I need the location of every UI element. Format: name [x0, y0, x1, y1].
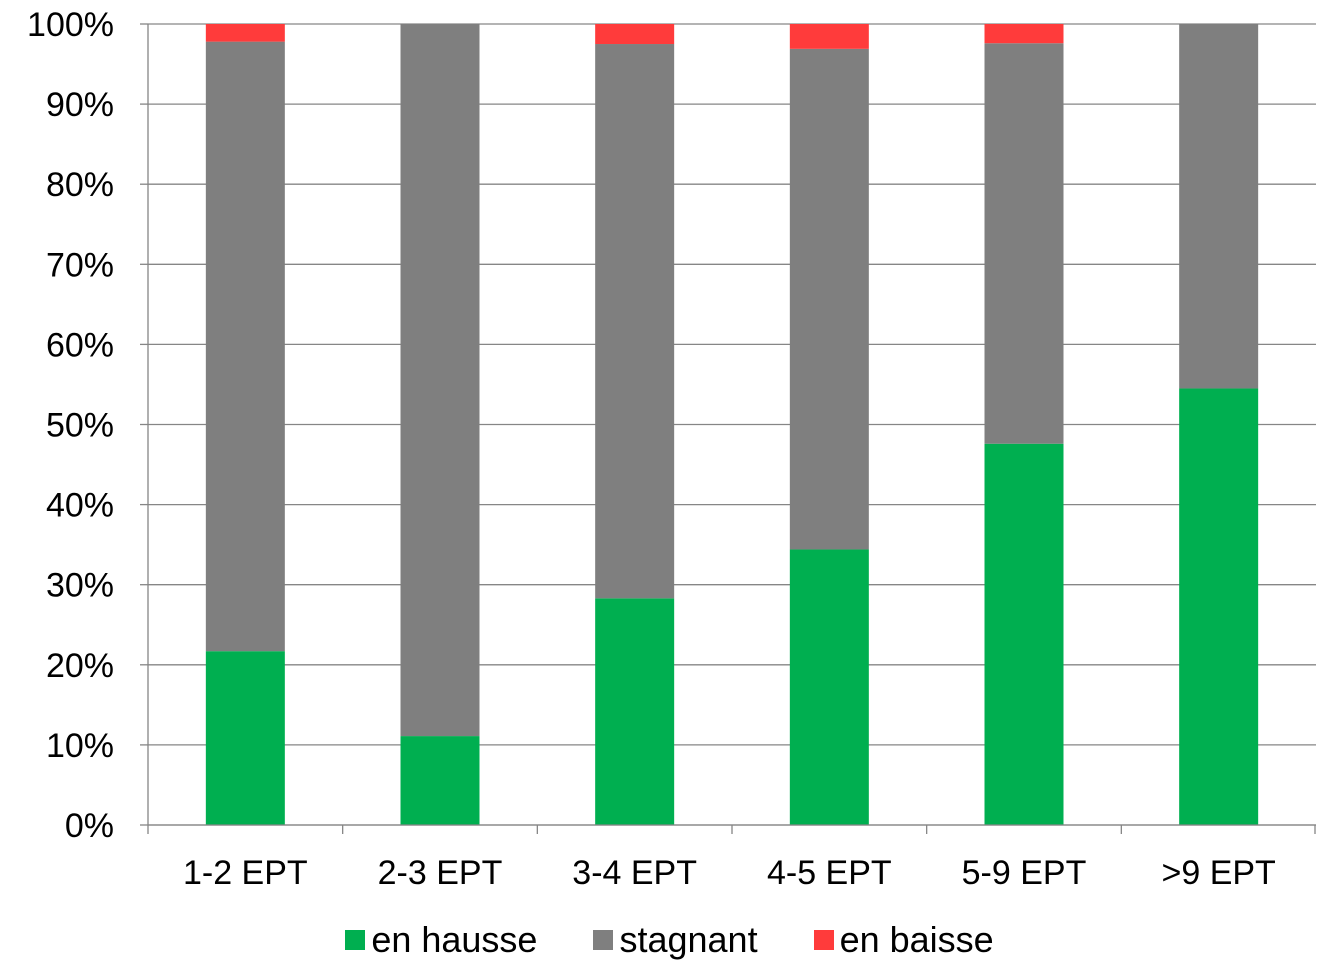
y-tick-label: 30%: [46, 567, 114, 605]
bar-segment: [789, 24, 869, 49]
bar-segment: [595, 44, 675, 599]
legend-item: en hausse: [345, 919, 537, 961]
y-tick-label: 40%: [46, 487, 114, 525]
axes: [140, 23, 1316, 834]
x-axis-tick-labels: 1-2 EPT 2-3 EPT 3-4 EPT 4-5 EPT 5-9 EPT >9 EP…: [183, 854, 1276, 892]
legend-label: en baisse: [839, 919, 994, 960]
bar-segment: [595, 24, 675, 45]
legend-item: stagnant: [593, 919, 758, 961]
bar-segment: [789, 549, 869, 825]
bar-segment: [205, 651, 285, 825]
legend-swatch: [593, 930, 614, 950]
y-tick-label: 60%: [46, 326, 114, 364]
bar-segment: [400, 736, 480, 825]
x-tick-label: >9 EPT: [1161, 854, 1275, 892]
stacked-bar-chart: 0% 10% 20% 30% 40% 50% 60% 70% 80% 90% 100% 1-2 EP…: [27, 6, 1316, 892]
bar-segment: [205, 24, 285, 42]
bar-segment: [205, 41, 285, 652]
legend-swatch: [813, 930, 834, 950]
gridlines: [148, 23, 1316, 826]
y-tick-label: 80%: [46, 166, 114, 204]
bar-segment: [595, 598, 675, 825]
bar-segment: [1179, 388, 1259, 825]
legend-swatch: [345, 930, 366, 950]
x-tick-label: 5-9 EPT: [962, 854, 1087, 892]
y-tick-label: 100%: [27, 6, 114, 44]
bar-segment: [984, 24, 1064, 44]
y-tick-label: 10%: [46, 727, 114, 765]
bar-segment: [1179, 24, 1259, 389]
y-tick-label: 50%: [46, 407, 114, 445]
legend-label: stagnant: [619, 919, 758, 960]
legend-item: en baisse: [813, 919, 994, 961]
bar-segment: [984, 443, 1064, 825]
y-tick-label: 0%: [65, 807, 114, 845]
x-tick-label: 2-3 EPT: [378, 854, 503, 892]
legend: en hausse stagnant en baisse: [0, 918, 1317, 962]
x-tick-label: 4-5 EPT: [767, 854, 892, 892]
x-tick-label: 3-4 EPT: [572, 854, 697, 892]
bar-segment: [400, 24, 480, 737]
legend-label: en hausse: [371, 919, 538, 960]
y-tick-label: 20%: [46, 647, 114, 685]
y-axis-tick-labels: 0% 10% 20% 30% 40% 50% 60% 70% 80% 90% 100%: [27, 6, 114, 845]
y-tick-label: 90%: [46, 86, 114, 124]
bars: [205, 24, 1259, 825]
bar-segment: [984, 43, 1064, 444]
bar-segment: [789, 48, 869, 550]
y-tick-label: 70%: [46, 246, 114, 284]
x-tick-label: 1-2 EPT: [183, 854, 308, 892]
